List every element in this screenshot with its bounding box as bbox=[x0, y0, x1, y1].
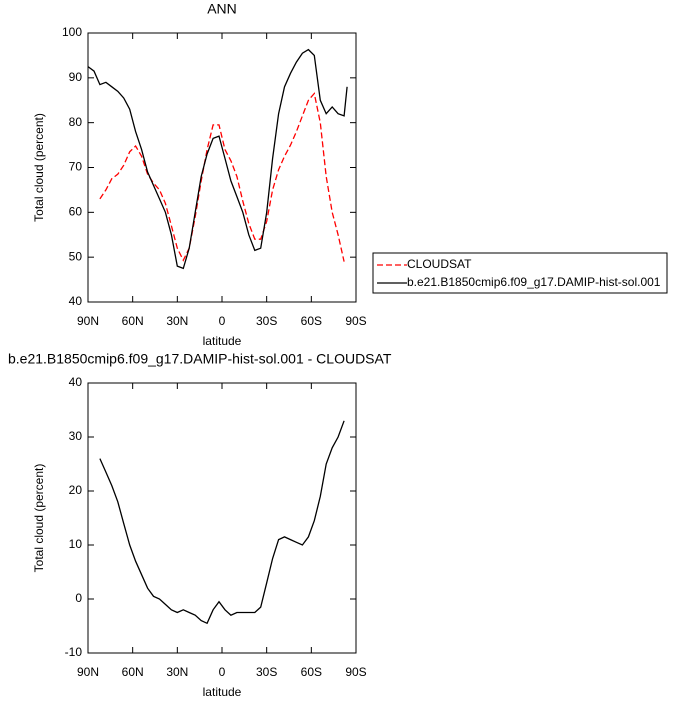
y-tick-label: 70 bbox=[69, 160, 83, 174]
y-tick-label: 80 bbox=[69, 115, 83, 129]
y-tick-label: 100 bbox=[62, 25, 82, 39]
x-tick-label: 30N bbox=[166, 314, 188, 328]
y-axis-label: Total cloud (percent) bbox=[32, 464, 46, 573]
x-tick-label: 90N bbox=[77, 665, 99, 679]
y-tick-label: 40 bbox=[69, 375, 83, 389]
y-tick-label: -10 bbox=[65, 645, 83, 659]
x-tick-label: 60S bbox=[301, 314, 322, 328]
x-tick-label: 30N bbox=[166, 665, 188, 679]
data-line bbox=[87, 48, 348, 270]
x-tick-label: 60N bbox=[122, 665, 144, 679]
x-tick-label: 90S bbox=[345, 665, 366, 679]
legend-label: b.e21.B1850cmip6.f09_g17.DAMIP-hist-sol.… bbox=[407, 275, 661, 289]
x-axis-label: latitude bbox=[203, 334, 242, 348]
data-line bbox=[99, 420, 345, 625]
legend-box bbox=[372, 252, 668, 294]
x-tick-label: 60N bbox=[122, 314, 144, 328]
chart-title: ANN bbox=[207, 1, 237, 17]
x-tick-label: 60S bbox=[301, 665, 322, 679]
y-tick-label: 40 bbox=[69, 294, 83, 308]
y-tick-label: 90 bbox=[69, 70, 83, 84]
x-tick-label: 0 bbox=[219, 314, 226, 328]
y-tick-label: 50 bbox=[69, 249, 83, 263]
x-axis-label: latitude bbox=[203, 685, 242, 699]
chart-title: b.e21.B1850cmip6.f09_g17.DAMIP-hist-sol.… bbox=[8, 351, 392, 367]
y-tick-label: 60 bbox=[69, 205, 83, 219]
y-tick-label: 0 bbox=[75, 591, 82, 605]
x-tick-label: 0 bbox=[219, 665, 226, 679]
y-tick-label: 20 bbox=[69, 483, 83, 497]
data-line bbox=[99, 92, 345, 262]
x-tick-label: 90N bbox=[77, 314, 99, 328]
plot-frame bbox=[87, 32, 357, 303]
x-tick-label: 30S bbox=[256, 665, 277, 679]
plot-frame bbox=[87, 382, 357, 654]
y-tick-label: 10 bbox=[69, 537, 83, 551]
x-tick-label: 90S bbox=[345, 314, 366, 328]
y-axis-label: Total cloud (percent) bbox=[32, 113, 46, 222]
y-tick-label: 30 bbox=[69, 429, 83, 443]
legend-label: CLOUDSAT bbox=[407, 257, 472, 271]
x-tick-label: 30S bbox=[256, 314, 277, 328]
